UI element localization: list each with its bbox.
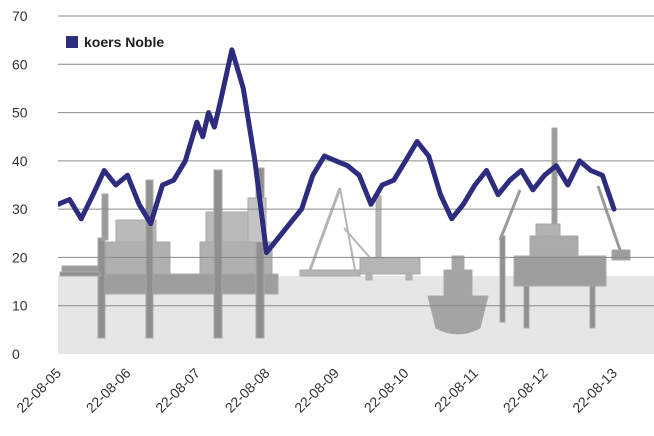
data-point: [403, 158, 408, 163]
data-point: [79, 216, 84, 221]
data-point: [310, 173, 315, 178]
data-point: [218, 100, 223, 105]
data-point: [472, 183, 477, 187]
data-point: [461, 202, 466, 207]
data-point: [391, 178, 396, 183]
data-point: [345, 163, 350, 168]
legend-label: koers Noble: [84, 34, 164, 50]
data-point: [600, 173, 605, 178]
x-tick-label: 22-08-13: [569, 365, 620, 416]
data-point: [113, 183, 118, 187]
data-point: [102, 168, 107, 173]
data-point: [183, 158, 188, 163]
data-point: [577, 158, 582, 163]
data-point: [125, 173, 130, 178]
x-tick-label: 22-08-06: [83, 365, 134, 416]
x-tick-label: 22-08-09: [291, 365, 342, 416]
data-point: [67, 197, 72, 202]
data-point: [380, 183, 385, 187]
data-point: [148, 221, 153, 226]
data-point: [171, 178, 176, 183]
y-tick-label: 50: [12, 105, 28, 121]
data-point: [369, 202, 373, 207]
y-axis-ticks: 0 10 20 30 40 50 60 70: [12, 8, 28, 362]
jackup-rig-2: [199, 167, 273, 339]
x-tick-label: 22-08-12: [500, 365, 551, 416]
data-point: [91, 192, 95, 197]
data-point: [58, 202, 60, 207]
data-point: [252, 158, 257, 163]
platform-3: [299, 187, 361, 277]
data-point: [287, 221, 292, 226]
data-point: [357, 173, 362, 178]
data-point: [449, 216, 454, 221]
x-tick-label: 22-08-08: [222, 365, 273, 416]
data-point: [426, 154, 431, 158]
data-point: [334, 158, 338, 163]
x-tick-label: 22-08-11: [431, 365, 481, 415]
data-point: [229, 47, 234, 52]
y-tick-label: 30: [12, 201, 28, 217]
jackup-rig-5: [498, 127, 631, 329]
y-tick-label: 0: [12, 346, 20, 362]
data-point: [206, 110, 211, 115]
x-tick-label: 22-08-10: [361, 365, 412, 416]
platform-4: [343, 195, 421, 281]
y-tick-label: 10: [12, 298, 28, 314]
y-tick-label: 70: [12, 8, 28, 24]
x-axis-ticks: 22-08-05 22-08-06 22-08-07 22-08-08 22-08-09…: [13, 365, 620, 416]
jackup-rig-1: [59, 179, 279, 339]
data-point: [276, 236, 281, 241]
data-point: [484, 168, 489, 173]
data-point: [588, 168, 593, 173]
data-point: [160, 183, 165, 187]
data-point: [519, 168, 524, 173]
data-point: [542, 173, 547, 178]
data-point: [507, 178, 512, 183]
y-tick-label: 20: [12, 249, 28, 265]
rig-silhouettes: [59, 127, 631, 339]
data-point: [212, 125, 217, 130]
y-tick-label: 60: [12, 56, 28, 72]
data-point: [200, 134, 205, 139]
data-point: [415, 139, 420, 144]
series-layer: [58, 47, 617, 256]
data-point: [264, 250, 269, 255]
x-tick-label: 22-08-05: [13, 365, 64, 416]
data-point: [496, 192, 501, 197]
data-point: [137, 202, 142, 207]
data-point: [612, 207, 616, 212]
data-point: [299, 207, 304, 212]
y-tick-label: 40: [12, 153, 28, 169]
legend: koers Noble: [66, 34, 164, 50]
data-point: [194, 120, 199, 125]
data-point: [322, 154, 327, 158]
data-point: [554, 163, 559, 168]
x-tick-label: 22-08-07: [152, 365, 203, 416]
data-point: [438, 192, 443, 197]
data-point: [241, 86, 246, 91]
legend-swatch: [66, 36, 78, 48]
data-point: [530, 187, 535, 192]
data-point: [565, 183, 570, 187]
